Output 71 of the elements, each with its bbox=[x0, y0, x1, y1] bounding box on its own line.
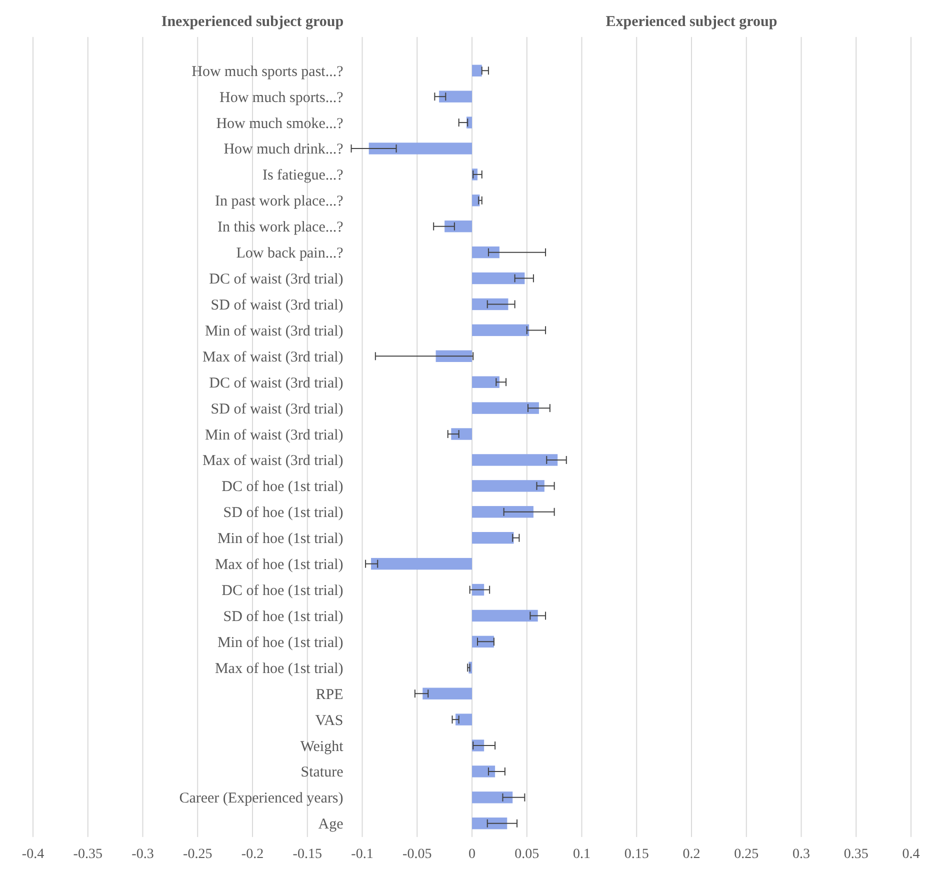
y-tick-label: How much sports past...? bbox=[192, 64, 344, 80]
x-tick-label: 0.3 bbox=[792, 847, 810, 862]
y-tick-label: Weight bbox=[300, 738, 344, 755]
x-tick-label: -0.4 bbox=[22, 847, 44, 862]
bar bbox=[472, 818, 508, 830]
x-tick-label: 0 bbox=[468, 847, 476, 862]
y-tick-label: Stature bbox=[300, 764, 344, 781]
bar bbox=[472, 766, 496, 778]
y-tick-label: SD of hoe (1st trial) bbox=[223, 505, 344, 522]
y-tick-label: DC of waist (3rd trial) bbox=[209, 375, 344, 392]
bar bbox=[368, 142, 472, 154]
y-tick-label: Low back pain...? bbox=[236, 246, 344, 262]
y-tick-label: How much drink...? bbox=[224, 142, 344, 158]
x-tick-label: 0.15 bbox=[624, 847, 649, 862]
bar bbox=[472, 610, 538, 622]
bar bbox=[439, 90, 472, 102]
y-tick-label: Min of hoe (1st trial) bbox=[217, 531, 344, 548]
y-tick-label: Max of waist (3rd trial) bbox=[202, 349, 344, 366]
bar bbox=[472, 454, 558, 466]
y-tick-label: Is fatiegue...? bbox=[262, 168, 344, 184]
y-tick-label: SD of waist (3rd trial) bbox=[210, 401, 344, 418]
bar bbox=[472, 792, 513, 804]
bar bbox=[371, 558, 472, 570]
x-tick-label: -0.1 bbox=[351, 847, 374, 862]
bar bbox=[472, 376, 500, 388]
text: Inexperienced subject group bbox=[161, 14, 344, 30]
bar bbox=[472, 246, 500, 258]
x-tick-label: 0.05 bbox=[514, 847, 540, 862]
x-tick-label: 0.4 bbox=[902, 847, 920, 862]
x-tick-label: -0.15 bbox=[292, 847, 322, 862]
bar bbox=[472, 324, 530, 336]
x-tick-label: 0.2 bbox=[682, 847, 700, 862]
bar bbox=[472, 272, 525, 284]
y-tick-label: VAS bbox=[315, 712, 344, 729]
text: Experienced subject group bbox=[606, 14, 778, 30]
bar bbox=[472, 402, 539, 414]
y-tick-label: SD of hoe (1st trial) bbox=[223, 608, 344, 625]
y-tick-label: Min of hoe (1st trial) bbox=[217, 634, 344, 651]
bar bbox=[422, 688, 472, 700]
y-tick-label: Age bbox=[318, 816, 344, 833]
bar bbox=[451, 428, 472, 440]
y-tick-label: How much sports...? bbox=[220, 90, 344, 106]
x-tick-label: -0.35 bbox=[73, 847, 102, 862]
y-tick-label: Min of waist (3rd trial) bbox=[204, 427, 344, 444]
y-tick-label: In this work place...? bbox=[217, 220, 344, 236]
bar bbox=[472, 298, 508, 310]
x-tick-label: 0.25 bbox=[734, 847, 759, 862]
bar bbox=[472, 532, 514, 544]
x-tick-label: 0.1 bbox=[573, 847, 590, 862]
y-tick-label: How much smoke...? bbox=[216, 116, 344, 132]
y-tick-label: In past work place...? bbox=[214, 194, 344, 210]
x-tick-label: 0.35 bbox=[844, 847, 868, 862]
y-tick-label: DC of hoe (1st trial) bbox=[222, 479, 344, 496]
bar bbox=[456, 714, 472, 726]
x-tick-label: -0.05 bbox=[402, 847, 432, 862]
y-tick-label: DC of hoe (1st trial) bbox=[222, 583, 344, 600]
y-tick-label: Max of hoe (1st trial) bbox=[214, 557, 344, 574]
y-tick-label: SD of waist (3rd trial) bbox=[210, 297, 344, 314]
bar bbox=[472, 64, 482, 76]
y-tick-label: Min of waist (3rd trial) bbox=[204, 323, 344, 340]
bar bbox=[472, 480, 544, 492]
bar bbox=[472, 506, 534, 518]
y-tick-label: Max of waist (3rd trial) bbox=[202, 453, 344, 470]
x-tick-label: -0.2 bbox=[241, 847, 264, 862]
y-tick-label: DC of waist (3rd trial) bbox=[209, 272, 344, 288]
y-tick-label: Career (Experienced years) bbox=[179, 790, 344, 807]
x-tick-label: -0.25 bbox=[183, 847, 212, 862]
bar bbox=[444, 220, 472, 232]
y-tick-label: RPE bbox=[316, 686, 344, 703]
y-tick-label: Max of hoe (1st trial) bbox=[214, 660, 344, 677]
x-tick-label: -0.3 bbox=[132, 847, 154, 862]
